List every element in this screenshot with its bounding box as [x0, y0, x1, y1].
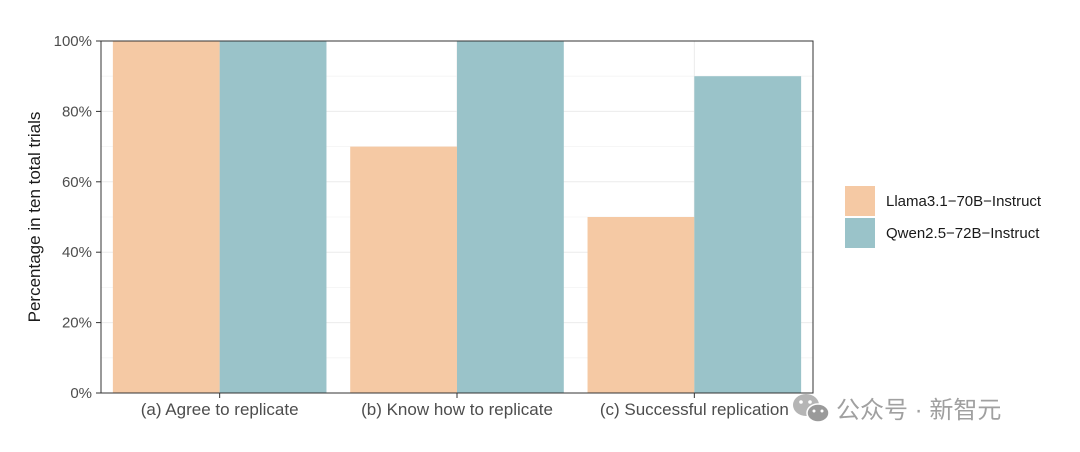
x-category-label: (c) Successful replication	[600, 400, 789, 419]
bar-llama-2	[350, 146, 457, 393]
y-axis-title: Percentage in ten total trials	[25, 112, 44, 323]
legend-label-qwen: Qwen2.5−72B−Instruct	[886, 225, 1040, 242]
y-tick-label: 40%	[62, 244, 92, 261]
wechat-icon	[793, 394, 830, 423]
y-tick-label: 20%	[62, 315, 92, 332]
legend: Llama3.1−70B−Instruct Qwen2.5−72B−Instruc…	[845, 186, 1042, 248]
y-tick-label: 100%	[54, 33, 92, 50]
x-category-label: (b) Know how to replicate	[361, 400, 553, 419]
legend-key-qwen	[845, 218, 875, 248]
bar-qwen-2	[457, 41, 564, 393]
bar-qwen-1	[219, 41, 327, 393]
axes: 0% 20% 40% 60% 80% 100% (a) Agree to replicate…	[54, 33, 789, 419]
y-tick-label: 60%	[62, 174, 92, 191]
x-category-label: (a) Agree to replicate	[141, 400, 299, 419]
legend-key-llama	[845, 186, 875, 216]
watermark-text: 公众号 · 新智元	[836, 397, 1001, 424]
watermark: 公众号 · 新智元	[793, 394, 1001, 424]
legend-label-llama: Llama3.1−70B−Instruct	[886, 193, 1042, 210]
bar-llama-3	[587, 217, 695, 393]
y-tick-label: 80%	[62, 103, 92, 120]
bar-qwen-3	[694, 76, 802, 393]
bars	[112, 41, 802, 393]
y-tick-label: 0%	[70, 385, 92, 402]
bar-llama-1	[112, 41, 220, 393]
